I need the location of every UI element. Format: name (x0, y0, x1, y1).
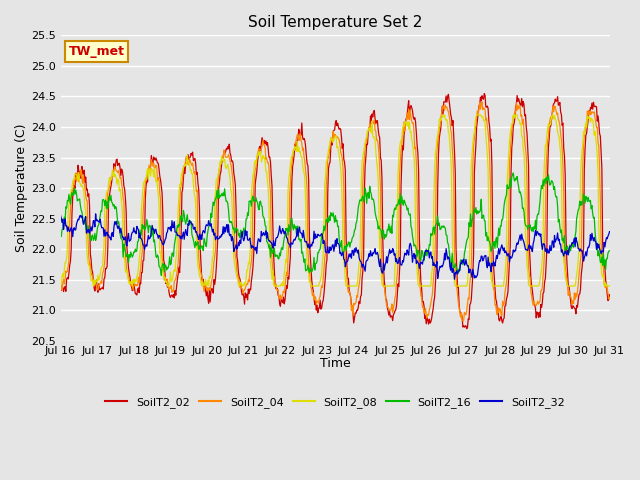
SoilT2_04 (57, 288, 65, 293)
Line: SoilT2_32: SoilT2_32 (61, 214, 609, 279)
SoilT2_16 (157, 273, 165, 278)
SoilT2_02 (463, 326, 470, 332)
X-axis label: Time: Time (319, 357, 350, 370)
SoilT2_04 (123, 268, 131, 274)
SoilT2_32 (67, 227, 74, 232)
SoilT2_02 (208, 286, 216, 291)
Line: SoilT2_02: SoilT2_02 (61, 94, 609, 329)
SoilT2_32 (419, 261, 426, 267)
SoilT2_16 (57, 231, 65, 237)
Line: SoilT2_04: SoilT2_04 (61, 102, 609, 321)
SoilT2_32 (209, 229, 216, 235)
SoilT2_08 (67, 192, 74, 198)
SoilT2_32 (92, 211, 99, 217)
SoilT2_32 (605, 229, 613, 235)
SoilT2_04 (402, 118, 410, 124)
SoilT2_16 (403, 203, 410, 209)
SoilT2_32 (180, 229, 188, 235)
Line: SoilT2_16: SoilT2_16 (61, 173, 609, 276)
SoilT2_32 (57, 212, 65, 218)
Line: SoilT2_08: SoilT2_08 (61, 115, 609, 286)
SoilT2_02 (402, 118, 410, 123)
SoilT2_16 (180, 208, 188, 214)
Legend: SoilT2_02, SoilT2_04, SoilT2_08, SoilT2_16, SoilT2_32: SoilT2_02, SoilT2_04, SoilT2_08, SoilT2_… (100, 393, 570, 412)
SoilT2_02 (179, 186, 186, 192)
SoilT2_08 (402, 119, 410, 125)
SoilT2_02 (67, 258, 74, 264)
SoilT2_02 (123, 245, 131, 251)
SoilT2_16 (123, 252, 131, 258)
SoilT2_08 (57, 283, 65, 289)
SoilT2_02 (605, 292, 613, 298)
Y-axis label: Soil Temperature (C): Soil Temperature (C) (15, 124, 28, 252)
SoilT2_04 (605, 295, 613, 300)
SoilT2_04 (418, 295, 426, 300)
SoilT2_02 (418, 286, 426, 292)
SoilT2_08 (418, 283, 426, 289)
SoilT2_02 (481, 91, 488, 96)
SoilT2_04 (67, 205, 74, 211)
SoilT2_04 (208, 277, 216, 283)
SoilT2_08 (605, 283, 613, 289)
SoilT2_08 (179, 168, 186, 173)
SoilT2_04 (179, 174, 186, 180)
Text: TW_met: TW_met (68, 45, 125, 58)
SoilT2_16 (67, 201, 74, 207)
SoilT2_16 (419, 249, 426, 254)
SoilT2_04 (478, 99, 486, 105)
SoilT2_32 (451, 276, 458, 282)
SoilT2_16 (605, 248, 613, 253)
SoilT2_02 (57, 279, 65, 285)
SoilT2_32 (403, 252, 410, 258)
SoilT2_32 (124, 235, 132, 240)
SoilT2_16 (209, 205, 216, 211)
SoilT2_08 (123, 267, 131, 273)
SoilT2_08 (438, 112, 446, 118)
Title: Soil Temperature Set 2: Soil Temperature Set 2 (248, 15, 422, 30)
SoilT2_08 (208, 264, 216, 270)
SoilT2_16 (509, 170, 517, 176)
SoilT2_04 (459, 318, 467, 324)
